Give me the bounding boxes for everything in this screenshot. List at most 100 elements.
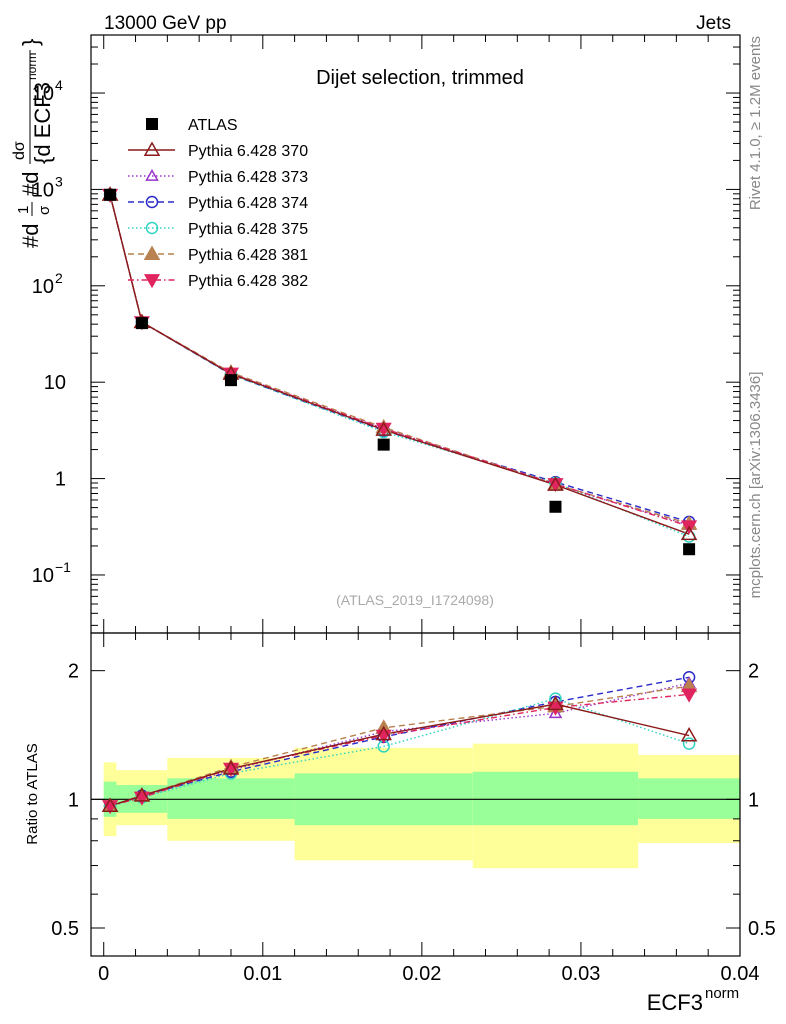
main-y-axis-label: #d 1 σ #d dσ {d ECF3 norm } <box>11 39 55 248</box>
x-tick-label: 0 <box>98 963 109 985</box>
main-point-370 <box>680 525 698 541</box>
x-tick-labels: 0 0.01 0.02 0.03 0.04 <box>98 963 759 985</box>
legend-marker <box>145 221 159 235</box>
collision-label: 13000 GeV pp <box>104 13 227 34</box>
main-series-markers <box>101 186 698 556</box>
main-y-tick-exponent: −1 <box>55 559 71 575</box>
main-y-tick-base: 10 <box>32 565 54 587</box>
legend-label: Pythia 6.428 370 <box>188 143 308 160</box>
main-y-tick-base: 1 <box>55 469 66 491</box>
legend-label: Pythia 6.428 382 <box>188 273 308 290</box>
legend-marker <box>145 168 159 181</box>
legend-label: ATLAS <box>188 117 238 134</box>
legend-label: Pythia 6.428 373 <box>188 169 308 186</box>
legend-label: Pythia 6.428 381 <box>188 247 308 264</box>
legend-marker <box>143 274 161 289</box>
main-y-tick-label: 10 <box>32 83 54 105</box>
main-line-382 <box>109 194 690 527</box>
ratio-line-374 <box>109 676 690 807</box>
ratio-point-382 <box>547 701 564 716</box>
mcplots-label: mcplots.cern.ch [arXiv:1306.3436] <box>747 372 764 599</box>
main-ticks <box>91 34 741 633</box>
legend-marker <box>143 245 161 260</box>
legend-marker <box>146 118 158 130</box>
main-line-373 <box>109 194 690 526</box>
main-line-381 <box>109 194 690 525</box>
main-y-tick-exponent: 2 <box>55 270 63 286</box>
main-y-tick-base: 10 <box>32 179 54 201</box>
main-point-atlas <box>549 500 562 513</box>
ratio-y-tick-label-right: 0.5 <box>748 918 776 940</box>
main-y-tick-base: 10 <box>32 83 54 105</box>
ylabel-part-d2: #d <box>18 172 43 196</box>
ylabel-part-num1: 1 <box>15 206 32 214</box>
ratio-y-tick-label-left: 2 <box>68 661 79 683</box>
ylabel-part-decf3: {d ECF3 <box>30 82 55 164</box>
legend-label: Pythia 6.428 375 <box>188 221 308 238</box>
main-line-374 <box>109 194 690 523</box>
legend-item: Pythia 6.428 381 <box>128 245 308 264</box>
legend: ATLAS Pythia 6.428 370 Pythia 6.428 373 Pyt… <box>128 117 308 290</box>
ratio-band-inner <box>167 778 295 819</box>
ratio-y-tick-label-left: 1 <box>68 789 79 811</box>
ratio-point-382 <box>681 688 698 703</box>
main-line-370 <box>109 194 690 535</box>
legend-item: Pythia 6.428 370 <box>128 141 308 160</box>
ratio-series-markers <box>101 671 698 815</box>
ratio-point-370 <box>222 760 240 775</box>
legend-item: ATLAS <box>146 117 238 134</box>
svg-text:#d: #d <box>18 224 43 248</box>
x-axis-label: ECF3 <box>647 990 703 1015</box>
ratio-y-axis-label: Ratio to ATLAS <box>24 743 41 844</box>
legend-item: Pythia 6.428 375 <box>128 221 308 238</box>
main-title: Dijet selection, trimmed <box>316 67 524 89</box>
ylabel-part-sigma: σ <box>36 205 53 215</box>
legend-marker <box>143 141 161 156</box>
ylabel-part-dsigma: dσ <box>11 141 28 160</box>
ratio-point-370 <box>375 725 392 741</box>
main-point-atlas <box>104 188 117 201</box>
ratio-line-381 <box>109 685 690 807</box>
legend-item: Pythia 6.428 374 <box>128 195 308 212</box>
ratio-panel: 0.5 0.5 1 1 2 2 0 0.01 0.02 0.03 0.04 Ratio to AT… <box>24 632 776 1015</box>
ratio-y-tick-label-left: 0.5 <box>51 918 79 940</box>
main-y-tick-exponent: 3 <box>55 173 63 189</box>
main-point-atlas <box>224 374 237 387</box>
ratio-point-370 <box>101 797 119 812</box>
ratio-y-tick-label-right: 2 <box>748 661 759 683</box>
x-axis-label-main: ECF3 <box>647 990 703 1015</box>
main-point-370 <box>547 476 564 491</box>
main-series-lines <box>109 194 690 538</box>
main-point-atlas <box>683 543 696 556</box>
main-y-tick-base: 10 <box>32 276 54 298</box>
main-y-tick-label: 10 <box>32 565 54 587</box>
main-y-tick-label: 10 <box>44 372 66 394</box>
x-axis-label-sup: norm <box>705 985 739 1002</box>
main-y-tick-base: 10 <box>44 372 66 394</box>
legend-label: Pythia 6.428 374 <box>188 195 308 212</box>
ratio-y-tick-label-right: 1 <box>748 789 759 811</box>
legend-item: Pythia 6.428 382 <box>128 273 308 290</box>
x-tick-label: 0.04 <box>721 963 760 985</box>
main-panel: Dijet selection, trimmed (ATLAS_2019_I17… <box>11 34 741 634</box>
main-point-atlas <box>135 317 148 330</box>
legend-item: Pythia 6.428 373 <box>128 168 308 186</box>
main-y-tick-label: 1 <box>55 469 66 491</box>
legend-marker <box>145 195 159 209</box>
category-label: Jets <box>696 13 731 34</box>
main-y-tick-exponent: 4 <box>55 77 63 93</box>
main-point-atlas <box>377 438 390 451</box>
ratio-point-370 <box>680 727 698 742</box>
ratio-point-375 <box>682 737 696 750</box>
ylabel-part-d1: #d <box>18 224 43 248</box>
analysis-watermark: (ATLAS_2019_I1724098) <box>336 592 494 608</box>
ratio-band-inner <box>472 771 639 826</box>
main-point-370 <box>375 421 392 436</box>
ylabel-part-norm: norm <box>25 53 39 80</box>
ratio-point-370 <box>547 695 564 711</box>
main-y-tick-label: 10 <box>32 179 54 201</box>
x-tick-label: 0.03 <box>561 963 600 985</box>
ratio-uncertainty-bands <box>103 743 740 869</box>
